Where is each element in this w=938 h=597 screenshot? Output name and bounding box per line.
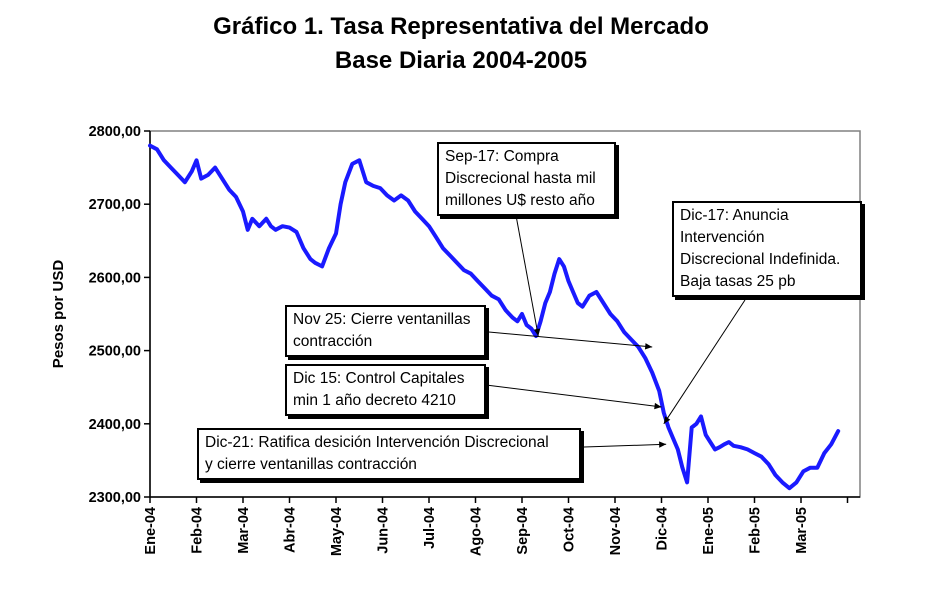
x-tick-label: Feb-04 bbox=[190, 507, 206, 554]
annotation-dic15: Dic 15: Control Capitales min 1 año decr… bbox=[285, 364, 486, 416]
annotation-line: Discrecional hasta mil bbox=[445, 170, 596, 187]
annotation-arrowhead bbox=[663, 416, 671, 424]
annotation-arrowhead bbox=[659, 441, 667, 448]
annotation-line: Dic 15: Control Capitales bbox=[293, 370, 465, 387]
annotation-arrowhead bbox=[533, 328, 541, 336]
x-tick-label: Oct-04 bbox=[562, 507, 578, 552]
annotation-arrowhead bbox=[644, 343, 653, 350]
x-tick-label: Jun-04 bbox=[376, 507, 392, 554]
annotation-arrow bbox=[469, 382, 662, 408]
annotation-line: contracción bbox=[293, 333, 373, 350]
annotation-nov25: Nov 25: Cierre ventanillas contracción bbox=[285, 305, 486, 357]
x-tick-label: Mar-04 bbox=[236, 507, 252, 554]
annotation-line: min 1 año decreto 4210 bbox=[293, 392, 456, 409]
annotation-sep17: Sep-17: Compra Discrecional hasta mil mi… bbox=[437, 142, 616, 216]
x-tick-label: Abr-04 bbox=[283, 507, 299, 553]
annotation-line: Discrecional Indefinida. bbox=[680, 251, 841, 268]
annotation-line: Sep-17: Compra bbox=[445, 148, 559, 165]
annotation-arrow bbox=[477, 330, 653, 348]
annotation-line: Dic-21: Ratifica desición Intervención D… bbox=[205, 434, 549, 451]
x-tick-label: Ene-05 bbox=[701, 507, 717, 555]
annotation-line: millones U$ resto año bbox=[445, 192, 595, 209]
x-tick-label: Dic-04 bbox=[655, 507, 671, 551]
x-tick-label: Mar-05 bbox=[794, 507, 810, 554]
x-tick-label: Sep-04 bbox=[515, 507, 531, 555]
y-tick-label: 2500,00 bbox=[89, 344, 141, 360]
annotation-arrow bbox=[663, 299, 746, 425]
annotation-line: Intervención bbox=[680, 229, 765, 246]
chart-title: Gráfico 1. Tasa Representativa del Merca… bbox=[213, 13, 709, 40]
x-tick-label: May-04 bbox=[329, 507, 345, 556]
y-tick-label: 2300,00 bbox=[89, 490, 141, 506]
annotation-dic17: Dic-17: Anuncia Intervención Discreciona… bbox=[672, 201, 862, 297]
chart-subtitle: Base Diaria 2004-2005 bbox=[334, 47, 588, 74]
x-tick-label: Feb-05 bbox=[748, 507, 764, 554]
annotation-arrowhead bbox=[654, 402, 662, 410]
y-tick-label: 2400,00 bbox=[89, 417, 141, 433]
y-axis-label: Pesos por USD bbox=[50, 260, 67, 369]
annotation-line: Baja tasas 25 pb bbox=[680, 273, 796, 290]
annotation-line: y cierre ventanillas contracción bbox=[205, 456, 417, 473]
y-tick-label: 2800,00 bbox=[89, 124, 141, 140]
series-line bbox=[148, 143, 841, 491]
annotation-arrow bbox=[514, 209, 539, 337]
x-tick-label: Ene-04 bbox=[143, 507, 159, 555]
annotation-arrows bbox=[469, 209, 746, 450]
annotation-dic21: Dic-21: Ratifica desición Intervención D… bbox=[197, 428, 581, 480]
x-tick-label: Jul-04 bbox=[422, 507, 438, 549]
series-group bbox=[148, 143, 841, 491]
x-tick-label: Ago-04 bbox=[469, 507, 485, 556]
annotation-line: Dic-17: Anuncia bbox=[680, 207, 789, 224]
x-tick-label: Nov-04 bbox=[608, 507, 624, 555]
y-tick-label: 2600,00 bbox=[89, 270, 141, 286]
y-tick-label: 2700,00 bbox=[89, 197, 141, 213]
axes: 2300,00 2400,00 2500,00 2600,00 2700,00 2800,… bbox=[89, 124, 860, 556]
annotation-line: Nov 25: Cierre ventanillas bbox=[293, 311, 471, 328]
